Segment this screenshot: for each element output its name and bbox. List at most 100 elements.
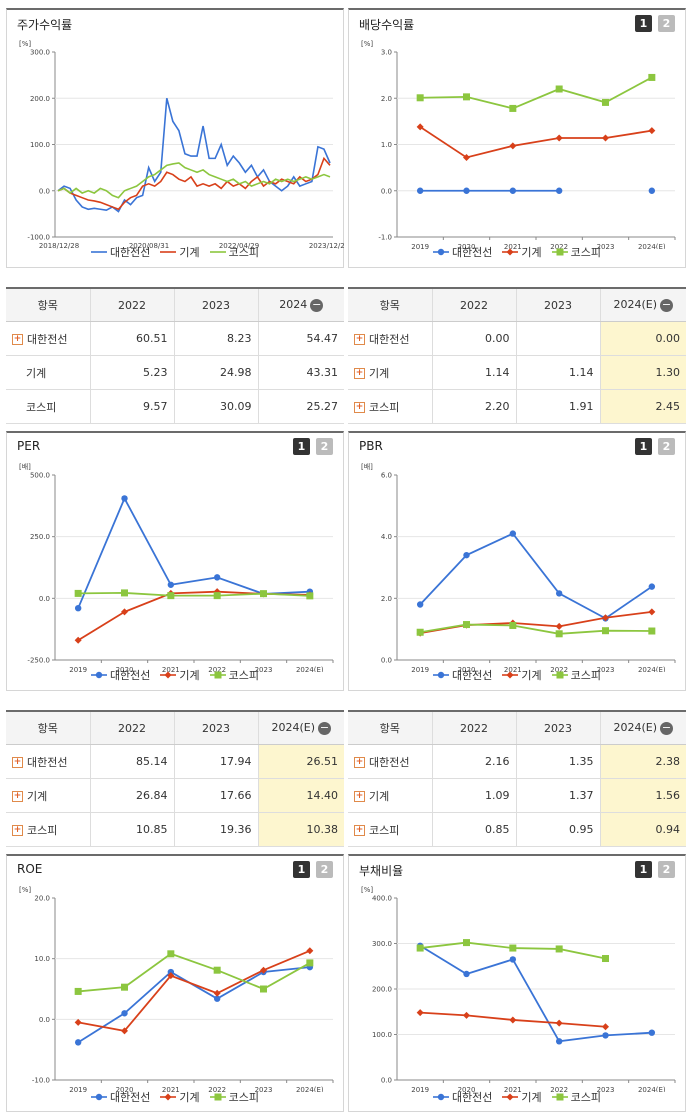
x-tick-label: 2024(E) [638, 1086, 666, 1092]
data-point [463, 1011, 470, 1019]
page-button-1[interactable]: 1 [293, 438, 310, 455]
legend-item[interactable]: 대한전선 [90, 1089, 150, 1105]
cell-value: 9.57 [89, 389, 174, 424]
legend-item[interactable]: 코스피 [209, 667, 260, 683]
data-point [167, 972, 175, 980]
legend-item[interactable]: 코스피 [551, 244, 601, 260]
expand-icon[interactable]: + [12, 757, 23, 768]
page-button-2[interactable]: 2 [658, 15, 675, 32]
row-label[interactable]: + 기계 [348, 778, 432, 813]
y-tick-label: 0.0 [39, 1016, 50, 1024]
legend-item[interactable]: 기계 [160, 244, 200, 260]
legend-item[interactable]: 코스피 [551, 667, 601, 683]
expand-icon[interactable]: + [354, 334, 365, 345]
data-point [74, 1039, 82, 1046]
data-point [416, 187, 424, 194]
cell-value: 26.84 [89, 778, 174, 813]
legend-item[interactable]: 코스피 [209, 244, 259, 260]
cell-value: 1.30 [599, 355, 686, 390]
legend-item[interactable]: 기계 [502, 667, 542, 683]
expand-icon[interactable]: + [12, 825, 23, 836]
legend: 대한전선 기계 코스피 [349, 667, 685, 683]
legend-item[interactable]: 대한전선 [432, 1089, 492, 1105]
data-point [214, 1093, 222, 1101]
legend-item[interactable]: 코스피 [551, 1089, 601, 1105]
page-button-1[interactable]: 1 [635, 15, 652, 32]
panel-title: ROE [17, 862, 43, 876]
legend-item[interactable]: 기계 [160, 667, 200, 683]
data-point [437, 248, 445, 256]
legend-item[interactable]: 기계 [502, 1089, 542, 1105]
row-label[interactable]: + 기계 [348, 355, 432, 390]
x-tick-label: 2019 [69, 1086, 87, 1092]
collapse-icon[interactable]: − [318, 720, 332, 735]
page-button-2[interactable]: 2 [658, 861, 675, 878]
legend-item[interactable]: 대한전선 [432, 244, 492, 260]
cell-value: 60.51 [89, 321, 174, 356]
legend-item[interactable]: 기계 [160, 1089, 200, 1105]
table-row: + 대한전선 85.14 17.94 26.51 [6, 744, 344, 779]
collapse-icon[interactable]: − [310, 297, 324, 312]
row-label[interactable]: + 코스피 [348, 389, 432, 424]
expand-icon[interactable]: + [12, 791, 23, 802]
column-header: 2024(E) − [257, 710, 344, 745]
legend-item[interactable]: 대한전선 [432, 667, 492, 683]
page-button-2[interactable]: 2 [658, 438, 675, 455]
row-label[interactable]: + 대한전선 [348, 321, 432, 356]
y-tick-label: 400.0 [372, 895, 392, 903]
collapse-icon[interactable]: − [660, 297, 674, 312]
legend-label: 코스피 [228, 669, 260, 682]
legend-item[interactable]: 대한전선 [90, 244, 150, 260]
y-tick-label: 200.0 [372, 986, 392, 994]
row-label[interactable]: + 코스피 [348, 812, 432, 847]
legend-item[interactable]: 코스피 [209, 1089, 259, 1105]
data-point [648, 187, 656, 194]
data-point [74, 589, 82, 597]
collapse-icon[interactable]: − [660, 720, 674, 735]
row-label[interactable]: + 대한전선 [348, 744, 432, 779]
page-button-1[interactable]: 1 [635, 438, 652, 455]
table-header-row: 항목 2022 2023 2024− [6, 287, 344, 322]
data-point [74, 987, 82, 995]
expand-icon[interactable]: + [354, 757, 365, 768]
data-point [463, 970, 470, 978]
x-tick-label: 2022 [550, 243, 568, 249]
column-header: 2023 [173, 710, 258, 745]
data-point [506, 248, 514, 256]
legend-item[interactable]: 기계 [502, 244, 542, 260]
page-button-1[interactable]: 1 [293, 861, 310, 878]
expand-icon[interactable]: + [354, 402, 365, 413]
data-point [437, 671, 445, 679]
row-label[interactable]: + 기계 [6, 778, 90, 813]
data-point [416, 944, 424, 952]
cell-value: 2.45 [599, 389, 686, 424]
expand-icon[interactable]: + [354, 825, 365, 836]
y-tick-label: 6.0 [381, 472, 392, 480]
cell-value: 24.98 [173, 355, 258, 390]
row-label[interactable]: + 코스피 [6, 812, 90, 847]
data-point [260, 966, 267, 974]
x-tick-label: 2021 [504, 666, 522, 672]
expand-icon[interactable]: + [12, 334, 23, 345]
page-button-2[interactable]: 2 [316, 438, 333, 455]
column-header: 2023 [515, 710, 600, 745]
row-label[interactable]: + 대한전선 [6, 321, 90, 356]
legend: 대한전선 기계 코스피 [349, 1089, 685, 1105]
row-label[interactable]: + 대한전선 [6, 744, 90, 779]
cell-value: 10.38 [257, 812, 344, 847]
cell-value: 0.94 [599, 812, 686, 847]
data-point [463, 939, 470, 947]
legend-item[interactable]: 대한전선 [90, 667, 150, 683]
expand-icon[interactable]: + [354, 791, 365, 802]
y-tick-label: 500.0 [30, 472, 50, 480]
data-point [648, 127, 656, 135]
page-button-1[interactable]: 1 [635, 861, 652, 878]
expand-icon[interactable]: + [354, 368, 365, 379]
data-point [121, 589, 128, 597]
page-button-2[interactable]: 2 [316, 861, 333, 878]
data-point [121, 608, 128, 616]
